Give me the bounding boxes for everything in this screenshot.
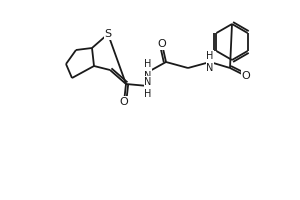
Text: O: O bbox=[120, 97, 128, 107]
Text: S: S bbox=[104, 29, 112, 39]
Text: N
H: N H bbox=[144, 77, 152, 99]
Text: O: O bbox=[158, 39, 166, 49]
Text: H
N: H N bbox=[144, 59, 152, 81]
Text: H
N: H N bbox=[206, 51, 214, 73]
Text: O: O bbox=[242, 71, 250, 81]
